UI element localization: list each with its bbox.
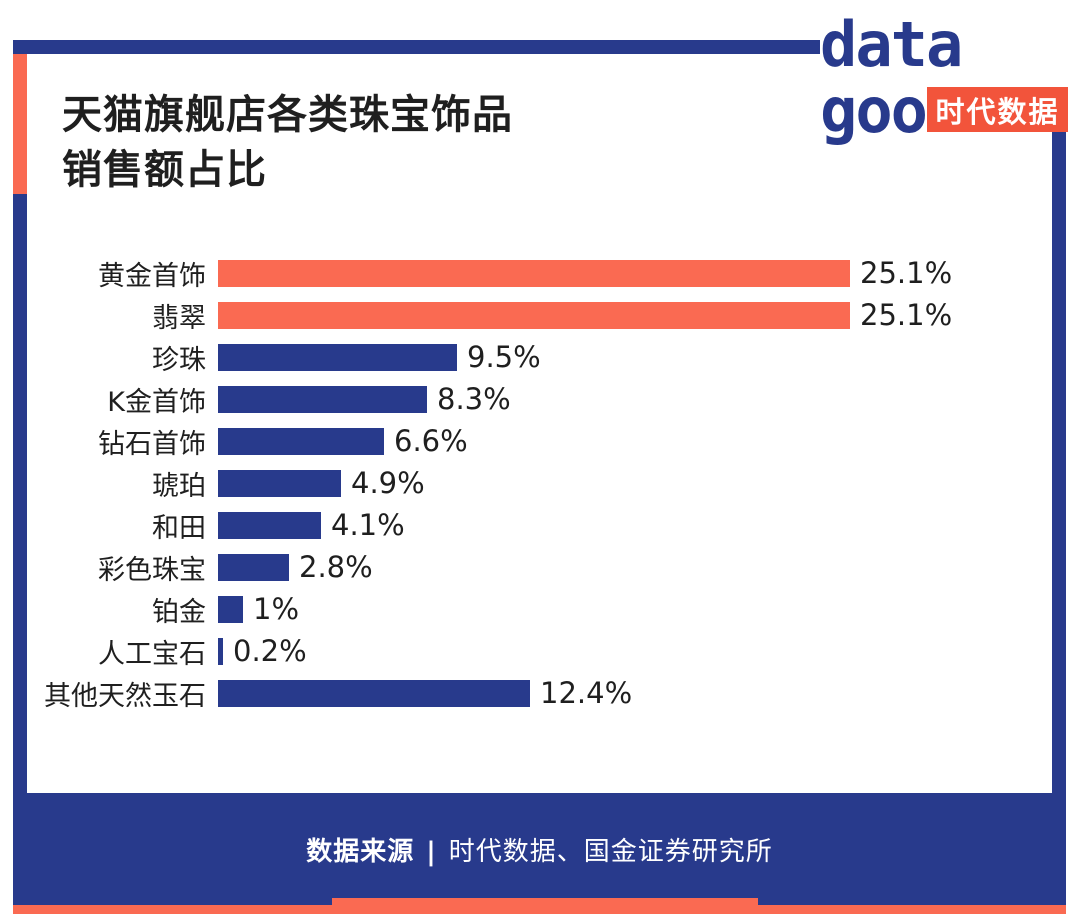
logo-badge: 时代数据 xyxy=(927,87,1068,132)
bar-track: 12.4% xyxy=(218,676,1023,710)
chart-row: 和田 4.1% xyxy=(13,504,1023,546)
bar xyxy=(218,469,341,497)
bar-value: 12.4% xyxy=(540,676,633,710)
chart-row: 黄金首饰 25.1% xyxy=(13,252,1023,294)
title-line-1: 天猫旗舰店各类珠宝饰品 xyxy=(62,92,513,138)
chart-row: 翡翠 25.1% xyxy=(13,294,1023,336)
bar-value: 1% xyxy=(253,592,300,626)
bar-value: 9.5% xyxy=(467,340,541,374)
chart-row: 钻石首饰 6.6% xyxy=(13,420,1023,462)
frame-left-accent xyxy=(13,54,27,194)
chart-row: K金首饰 8.3% xyxy=(13,378,1023,420)
bar-label: K金首饰 xyxy=(107,386,206,418)
bar-track: 4.1% xyxy=(218,508,1023,542)
bar xyxy=(218,385,427,413)
bar xyxy=(218,343,457,371)
bar-track: 9.5% xyxy=(218,340,1023,374)
bar-label: 翡翠 xyxy=(152,302,206,334)
bar-value: 0.2% xyxy=(233,634,307,668)
page-title: 天猫旗舰店各类珠宝饰品 销售额占比 xyxy=(62,88,513,198)
logo-word-goo: goo xyxy=(820,74,928,147)
bar-track: 8.3% xyxy=(218,382,1023,416)
footer-source-label: 数据来源 xyxy=(306,836,415,867)
bar-value: 25.1% xyxy=(860,256,953,290)
frame-right-border xyxy=(1052,131,1066,793)
bar xyxy=(218,511,321,539)
chart-row: 其他天然玉石 12.4% xyxy=(13,672,1023,714)
chart-row: 琥珀 4.9% xyxy=(13,462,1023,504)
bar-value: 2.8% xyxy=(299,550,373,584)
bar-label: 珍珠 xyxy=(152,344,206,376)
bar-value: 6.6% xyxy=(394,424,468,458)
bar xyxy=(218,427,384,455)
bar xyxy=(218,553,289,581)
bar-track: 0.2% xyxy=(218,634,1023,668)
frame-bottom-tab xyxy=(332,898,758,914)
bar-track: 25.1% xyxy=(218,298,1023,332)
bar xyxy=(218,595,243,623)
bar-label: 铂金 xyxy=(152,596,206,628)
bar-track: 4.9% xyxy=(218,466,1023,500)
bar xyxy=(218,301,850,329)
bar xyxy=(218,679,530,707)
bar-label: 钻石首饰 xyxy=(98,428,206,460)
footer-separator: | xyxy=(426,836,437,867)
bar-track: 2.8% xyxy=(218,550,1023,584)
bar-value: 4.1% xyxy=(331,508,405,542)
chart-row: 人工宝石 0.2% xyxy=(13,630,1023,672)
logo-word-data: data xyxy=(820,8,963,81)
bar-label: 琥珀 xyxy=(152,470,206,502)
bar-label: 人工宝石 xyxy=(98,638,206,670)
chart-row: 珍珠 9.5% xyxy=(13,336,1023,378)
bar-track: 6.6% xyxy=(218,424,1023,458)
bar xyxy=(218,637,223,665)
bar-value: 8.3% xyxy=(437,382,511,416)
chart-row: 铂金 1% xyxy=(13,588,1023,630)
bar-track: 1% xyxy=(218,592,1023,626)
footer-source-text: 时代数据、国金证券研究所 xyxy=(448,836,773,867)
bar-label: 其他天然玉石 xyxy=(44,680,206,712)
title-line-2: 销售额占比 xyxy=(62,147,267,194)
bar-chart: 黄金首饰 25.1% 翡翠 25.1% 珍珠 9.5% K金首饰 8.3% 钻石… xyxy=(13,252,1023,714)
bar-label: 和田 xyxy=(152,512,206,544)
bar-value: 4.9% xyxy=(351,466,425,500)
bar-label: 彩色珠宝 xyxy=(98,554,206,586)
bar-value: 25.1% xyxy=(860,298,953,332)
frame-top-bar xyxy=(13,40,820,54)
frame-left-border xyxy=(13,194,27,793)
bar xyxy=(218,259,850,287)
bar-track: 25.1% xyxy=(218,256,1023,290)
bar-label: 黄金首饰 xyxy=(98,260,206,292)
chart-row: 彩色珠宝 2.8% xyxy=(13,546,1023,588)
footer-text: 数据来源 | 时代数据、国金证券研究所 xyxy=(306,831,773,868)
footer-band: 数据来源 | 时代数据、国金证券研究所 xyxy=(13,793,1066,905)
